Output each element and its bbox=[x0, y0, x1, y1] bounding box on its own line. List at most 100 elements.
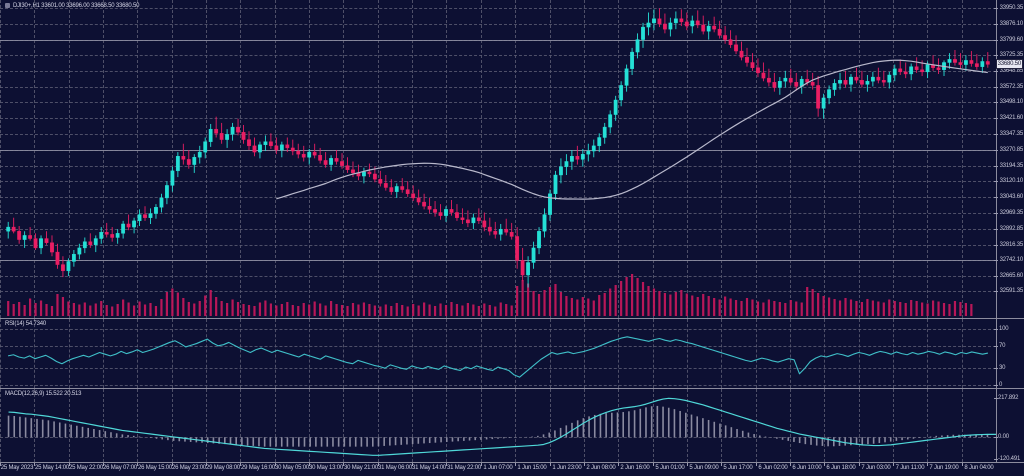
price-axis-label: 33876.10 bbox=[999, 20, 1024, 27]
price-axis-label: 33347.35 bbox=[999, 130, 1024, 137]
time-tick bbox=[172, 463, 173, 466]
macd-panel[interactable]: 217.892 0.00 -120.491 MACD(12,26,9) 15.522… bbox=[0, 388, 1024, 462]
time-tick bbox=[446, 463, 447, 466]
price-tick bbox=[994, 229, 998, 230]
vertical-gridline bbox=[103, 389, 104, 462]
price-gridline bbox=[0, 118, 996, 119]
price-axis-label: 33421.60 bbox=[999, 115, 1024, 122]
vertical-gridline bbox=[618, 389, 619, 462]
vertical-gridline bbox=[172, 0, 173, 318]
symbol-header: DJI30+,H1 33601.00 33696.00 33668.50 336… bbox=[3, 2, 141, 11]
vertical-gridline bbox=[206, 389, 207, 462]
time-tick bbox=[275, 463, 276, 466]
vertical-gridline bbox=[240, 319, 241, 388]
macd-axis-label: 217.892 bbox=[998, 395, 1019, 401]
vertical-gridline bbox=[481, 319, 482, 388]
vertical-gridline bbox=[69, 319, 70, 388]
price-axis-label: 33799.60 bbox=[999, 36, 1024, 43]
vertical-gridline bbox=[240, 0, 241, 318]
time-axis-label: 31 May 06:00 bbox=[378, 465, 412, 471]
rsi-panel[interactable]: 100 70 30 0 RSI(14) 54.7340 bbox=[0, 318, 1024, 388]
vertical-gridline bbox=[721, 0, 722, 318]
vertical-gridline bbox=[756, 319, 757, 388]
time-tick bbox=[687, 463, 688, 466]
vertical-gridline bbox=[69, 0, 70, 318]
price-axis-label: 33194.35 bbox=[999, 162, 1024, 169]
vertical-gridline bbox=[412, 389, 413, 462]
vertical-gridline bbox=[172, 389, 173, 462]
vertical-gridline bbox=[0, 0, 1, 318]
price-tick bbox=[994, 181, 998, 182]
time-tick bbox=[653, 463, 654, 466]
time-axis-label: 7 Jun 03:00 bbox=[861, 465, 891, 471]
price-axis-label: 32742.10 bbox=[999, 256, 1024, 263]
rsi-axis[interactable]: 100 70 30 0 bbox=[994, 319, 1024, 388]
vertical-gridline bbox=[515, 319, 516, 388]
time-tick bbox=[859, 463, 860, 466]
macd-tick bbox=[994, 459, 998, 460]
vertical-gridline bbox=[721, 389, 722, 462]
macd-plot-area[interactable] bbox=[0, 389, 996, 462]
vertical-gridline bbox=[790, 0, 791, 318]
time-tick bbox=[515, 463, 516, 466]
time-axis-label: 1 Jun 23:00 bbox=[552, 465, 582, 471]
collapse-icon[interactable] bbox=[5, 3, 10, 8]
rsi-plot-area[interactable] bbox=[0, 319, 996, 388]
vertical-gridline bbox=[275, 319, 276, 388]
time-axis-label: 29 May 16:00 bbox=[241, 465, 275, 471]
vertical-gridline bbox=[515, 0, 516, 318]
vertical-gridline bbox=[343, 389, 344, 462]
time-axis-label: 30 May 13:00 bbox=[309, 465, 343, 471]
time-axis-label: 7 Jun 11:00 bbox=[895, 465, 925, 471]
price-axis-label: 33270.85 bbox=[999, 146, 1024, 153]
vertical-gridline bbox=[412, 0, 413, 318]
vertical-gridline bbox=[137, 0, 138, 318]
price-axis[interactable]: 33950.35 33876.10 33799.60 33725.35 33648.85… bbox=[994, 0, 1024, 318]
time-axis-label: 25 May 22:00 bbox=[69, 465, 103, 471]
price-major-line bbox=[0, 40, 996, 41]
vertical-gridline bbox=[653, 0, 654, 318]
vertical-gridline bbox=[962, 0, 963, 318]
rsi-level-100 bbox=[0, 329, 996, 330]
price-gridline bbox=[0, 87, 996, 88]
time-axis-label: 2 Jun 16:00 bbox=[620, 465, 650, 471]
current-price-label: 33680.50 bbox=[995, 59, 1023, 70]
vertical-gridline bbox=[34, 319, 35, 388]
price-axis-label: 33498.10 bbox=[999, 99, 1024, 106]
vertical-gridline bbox=[137, 389, 138, 462]
rsi-title: RSI(14) 54.7340 bbox=[5, 321, 47, 327]
vertical-gridline bbox=[378, 319, 379, 388]
price-gridline bbox=[0, 166, 996, 167]
rsi-line-series bbox=[7, 336, 989, 378]
time-tick bbox=[550, 463, 551, 466]
price-plot-area[interactable] bbox=[0, 0, 996, 318]
vertical-gridline bbox=[756, 0, 757, 318]
time-axis-label: 26 May 07:00 bbox=[103, 465, 137, 471]
time-axis[interactable]: 25 May 2023 25 May 14:00 25 May 22:00 26 Ma… bbox=[0, 462, 1024, 476]
time-tick bbox=[893, 463, 894, 466]
macd-tick bbox=[994, 398, 998, 399]
time-tick bbox=[309, 463, 310, 466]
time-axis-label: 1 Jun 15:00 bbox=[517, 465, 547, 471]
price-axis-label: 32591.35 bbox=[999, 288, 1024, 295]
vertical-gridline bbox=[206, 0, 207, 318]
price-tick bbox=[994, 24, 998, 25]
time-axis-label: 30 May 05:00 bbox=[275, 465, 309, 471]
price-axis-label: 33950.35 bbox=[999, 5, 1024, 12]
time-tick bbox=[756, 463, 757, 466]
price-axis-label: 33120.10 bbox=[999, 178, 1024, 185]
vertical-gridline bbox=[927, 389, 928, 462]
time-tick bbox=[584, 463, 585, 466]
price-tick bbox=[994, 245, 998, 246]
time-tick bbox=[481, 463, 482, 466]
time-axis-label: 6 Jun 02:00 bbox=[758, 465, 788, 471]
time-axis-label: 1 Jun 07:00 bbox=[483, 465, 513, 471]
time-axis-label: 5 Jun 01:00 bbox=[655, 465, 685, 471]
price-tick bbox=[994, 260, 998, 261]
price-panel[interactable]: 33950.35 33876.10 33799.60 33725.35 33648.85… bbox=[0, 0, 1024, 318]
vertical-gridline bbox=[893, 389, 894, 462]
vertical-gridline bbox=[756, 389, 757, 462]
vertical-gridline bbox=[927, 319, 928, 388]
macd-axis[interactable]: 217.892 0.00 -120.491 bbox=[994, 389, 1024, 462]
vertical-gridline bbox=[584, 389, 585, 462]
